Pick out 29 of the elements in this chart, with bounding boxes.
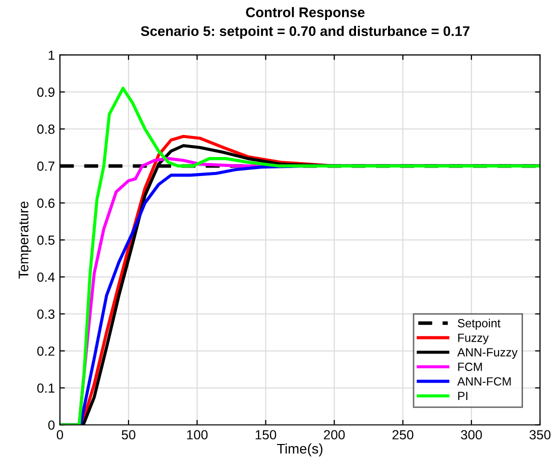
y-tick-label: 0.4 [37,272,55,282]
y-tick-label: 0.5 [37,236,55,245]
legend-label: FCM [458,362,482,372]
x-tick-label: 200 [324,430,345,440]
y-tick-label: 0.9 [37,88,54,97]
x-axis-title: Time(s) [277,443,322,456]
y-axis-title: Temperature [18,202,32,279]
x-tick-label: 250 [392,430,414,440]
y-tick-label: 0.6 [37,198,54,208]
y-tick-label: 0.2 [37,346,54,356]
x-tick-label: 0 [56,430,64,440]
y-tick-label: 0.8 [37,124,55,134]
x-tick-label: 300 [460,430,482,440]
legend-label: Fuzzy [458,334,489,344]
y-tick-label: 0 [48,420,55,430]
legend-label: Setpoint [458,318,500,330]
y-tick-label: 0.3 [37,309,54,319]
x-tick-label: 150 [256,430,276,440]
y-tick-label: 0.1 [37,383,54,393]
chart-subtitle: Scenario 5: setpoint = 0.70 and disturbance = 0.17 [140,26,470,39]
y-tick-label: 0.7 [37,162,54,171]
x-tick-label: 100 [187,430,208,440]
legend-label: ANN-Fuzzy [457,348,518,359]
chart-title: Control Response [246,7,365,20]
legend-label: ANN-FCM [457,377,511,386]
legend-label: PI [458,392,468,400]
x-tick-label: 350 [530,430,551,440]
x-tick-label: 50 [122,430,136,440]
y-tick-label: 1 [48,50,54,60]
